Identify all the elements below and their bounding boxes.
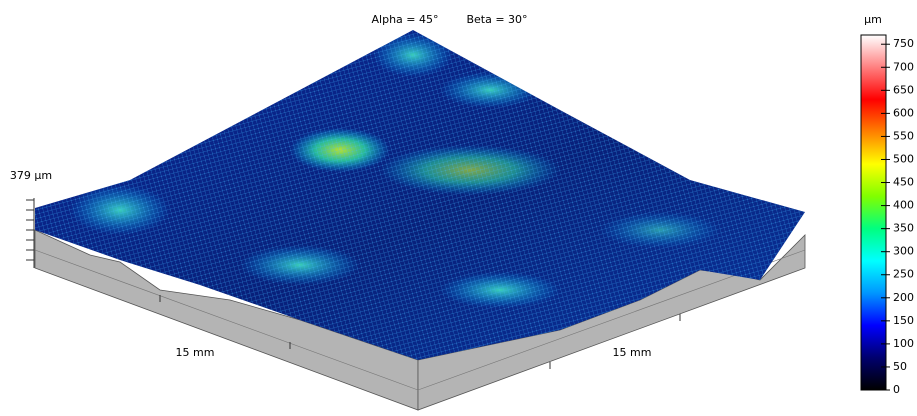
colorbar-tick-label: 300 [893,245,914,258]
colorbar-tick-label: 450 [893,176,914,189]
surface-view: Alpha = 45° Beta = 30° 379 µm 15 mm 15 m… [0,0,917,416]
colorbar-tick-label: 150 [893,314,914,327]
colorbar-tick-label: 700 [893,60,914,73]
beta-label: Beta = 30° [466,13,527,26]
y-label: 15 mm [613,346,652,359]
alpha-label: Alpha = 45° [372,13,439,26]
x-label: 15 mm [176,346,215,359]
colorbar: 0 50 100 150 200 250 300 350 400 450 500 550 600 650 7… [861,35,914,396]
colorbar-label: µm [864,13,882,26]
colorbar-tick-label: 350 [893,222,914,235]
colorbar-tick-label: 50 [893,360,907,373]
colorbar-tick-label: 100 [893,337,914,350]
colorbar-tick-label: 250 [893,268,914,281]
colorbar-scale [861,35,886,390]
colorbar-tick-label: 500 [893,152,914,165]
colorbar-tick-label: 650 [893,83,914,96]
colorbar-tick-label: 400 [893,199,914,212]
colorbar-tick-label: 750 [893,37,914,50]
z-label: 379 µm [10,169,52,182]
colorbar-tick-label: 600 [893,106,914,119]
colorbar-tick-label: 550 [893,129,914,142]
surface-block [0,0,917,416]
colorbar-tick-label: 0 [893,383,900,396]
colorbar-tick-label: 200 [893,291,914,304]
